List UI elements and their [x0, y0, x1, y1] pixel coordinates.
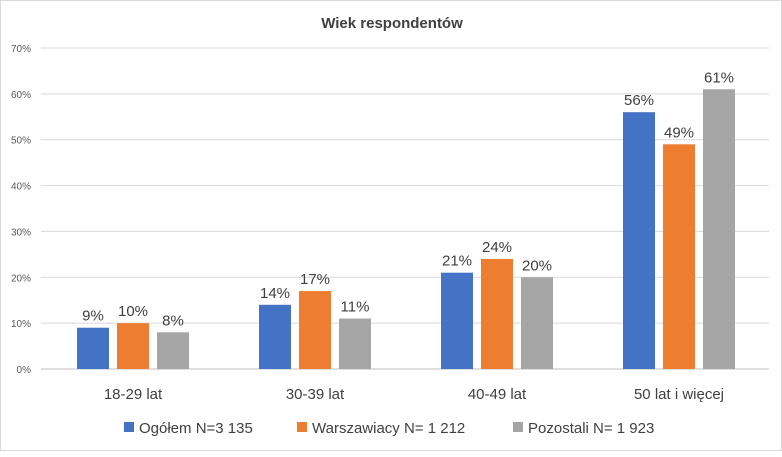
y-tick-label: 60% — [11, 90, 31, 101]
data-label: 10% — [118, 303, 148, 320]
data-label: 61% — [704, 69, 734, 86]
data-label: 8% — [162, 312, 184, 329]
data-label: 49% — [664, 124, 694, 141]
y-tick-label: 70% — [11, 44, 31, 55]
x-tick-label: 18-29 lat — [104, 386, 163, 403]
bar — [521, 277, 553, 369]
data-label: 17% — [300, 271, 330, 288]
bar — [157, 332, 189, 369]
data-label: 9% — [82, 308, 104, 325]
bar — [481, 258, 513, 369]
bar — [663, 144, 695, 369]
y-tick-label: 0% — [17, 365, 32, 376]
bar — [77, 327, 109, 369]
bar — [441, 272, 473, 369]
data-label: 20% — [522, 257, 552, 274]
bar — [703, 89, 735, 370]
bar — [117, 323, 149, 369]
y-tick-label: 40% — [11, 182, 31, 193]
x-tick-label: 30-39 lat — [286, 386, 345, 403]
legend-label: Pozostali N= 1 923 — [528, 420, 654, 437]
y-tick-label: 20% — [11, 273, 31, 284]
x-tick-label: 40-49 lat — [468, 386, 527, 403]
bar — [339, 318, 371, 369]
legend-label: Warszawiacy N= 1 212 — [312, 420, 465, 437]
bar — [299, 291, 331, 369]
bar — [623, 112, 655, 369]
data-label: 11% — [341, 299, 370, 316]
y-tick-label: 50% — [11, 136, 31, 147]
legend-swatch — [297, 422, 307, 432]
bar — [259, 304, 291, 369]
legend-label: Ogółem N=3 135 — [139, 420, 253, 437]
x-tick-label: 50 lat i więcej — [634, 386, 724, 403]
legend-swatch — [124, 422, 134, 432]
data-label: 21% — [442, 253, 472, 270]
legend-swatch — [513, 422, 523, 432]
y-tick-label: 30% — [11, 227, 31, 238]
data-label: 24% — [482, 239, 512, 256]
data-label: 14% — [260, 285, 290, 302]
data-label: 56% — [624, 92, 654, 109]
y-tick-label: 10% — [11, 319, 31, 330]
chart-title: Wiek respondentów — [321, 15, 463, 32]
